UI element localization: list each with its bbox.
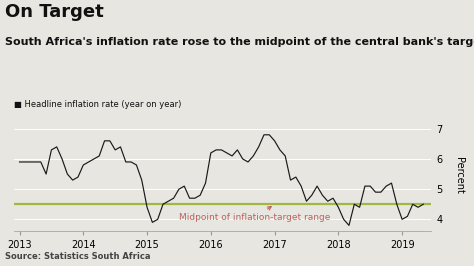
Text: Midpoint of inflation-target range: Midpoint of inflation-target range <box>179 206 330 222</box>
Text: South Africa's inflation rate rose to the midpoint of the central bank's target : South Africa's inflation rate rose to th… <box>5 37 474 47</box>
Text: On Target: On Target <box>5 3 103 21</box>
Text: Source: Statistics South Africa: Source: Statistics South Africa <box>5 252 150 261</box>
Text: ■ Headline inflation rate (year on year): ■ Headline inflation rate (year on year) <box>14 100 182 109</box>
Y-axis label: Percent: Percent <box>454 157 464 194</box>
